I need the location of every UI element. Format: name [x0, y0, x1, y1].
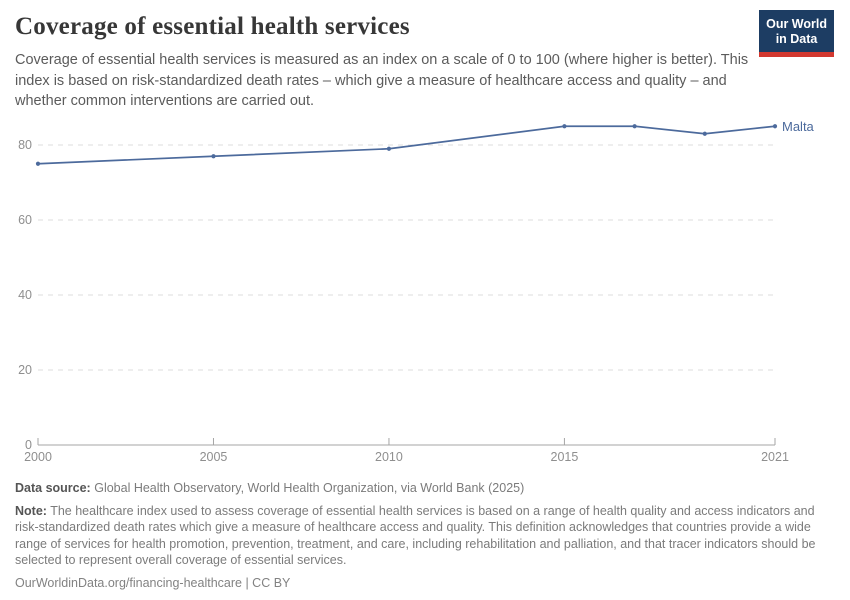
- x-axis-tick-label: 2005: [200, 450, 228, 464]
- y-axis-tick-label: 60: [18, 213, 32, 227]
- x-axis-tick-label: 2015: [551, 450, 579, 464]
- chart-subtitle: Coverage of essential health services is…: [15, 52, 749, 110]
- series-label-malta: Malta: [782, 119, 814, 134]
- y-axis-tick-label: 80: [18, 138, 32, 152]
- owid-logo[interactable]: Our World in Data: [759, 10, 834, 57]
- note-text: The healthcare index used to assess cove…: [15, 503, 816, 568]
- line-chart: 0 20 40 60 80 2000 2005 2010 2015 2021: [18, 124, 789, 464]
- note-line: Note: The healthcare index used to asses…: [15, 503, 839, 569]
- x-axis-tick-label: 2021: [761, 450, 789, 464]
- data-point: [632, 124, 637, 129]
- data-point: [211, 154, 216, 159]
- y-axis-tick-label: 40: [18, 288, 32, 302]
- y-axis-tick-label: 20: [18, 363, 32, 377]
- note-label: Note:: [15, 503, 47, 518]
- data-point: [35, 161, 41, 166]
- owid-logo-line2: in Data: [775, 32, 818, 46]
- data-point: [386, 146, 392, 151]
- data-source-label: Data source:: [15, 481, 91, 495]
- chart-footer: Data source: Global Health Observatory, …: [15, 480, 839, 597]
- x-axis-tick-label: 2010: [375, 450, 403, 464]
- data-point: [562, 124, 567, 129]
- license-line: OurWorldinData.org/financing-healthcare …: [15, 575, 839, 592]
- data-source-line: Data source: Global Health Observatory, …: [15, 480, 839, 497]
- owid-logo-line1: Our World: [766, 17, 827, 31]
- page-title: Coverage of essential health services: [15, 13, 410, 40]
- data-point: [702, 131, 707, 136]
- x-axis-tick-label: 2000: [24, 450, 52, 464]
- data-point: [772, 124, 778, 129]
- data-source-text: Global Health Observatory, World Health …: [94, 481, 525, 495]
- canonical-link[interactable]: OurWorldinData.org/financing-healthcare …: [15, 575, 291, 590]
- y-axis-tick-label: 0: [25, 438, 32, 452]
